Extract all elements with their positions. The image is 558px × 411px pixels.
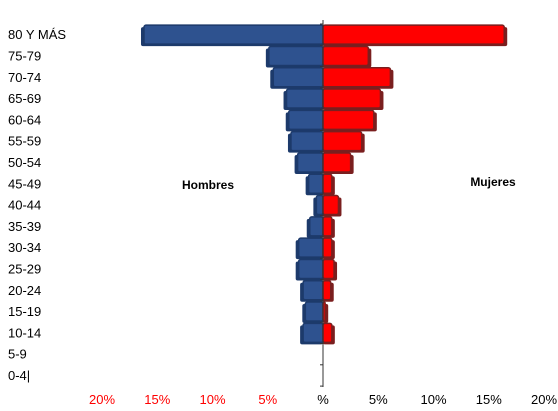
bar-hombres <box>297 237 324 258</box>
bar-hombres <box>143 24 324 45</box>
bar-mujeres <box>322 216 333 237</box>
bar-hombres <box>287 109 324 131</box>
bar-hombres <box>302 322 324 344</box>
category-label: 45-49 <box>8 176 41 191</box>
category-label: 60-64 <box>8 112 41 127</box>
bar-mujeres <box>322 130 363 152</box>
category-label: 30-34 <box>8 240 41 255</box>
x-tick-label: 15% <box>144 392 170 407</box>
bar-mujeres <box>322 24 505 45</box>
category-label: 80 Y MÁS <box>8 27 66 42</box>
category-label: 55-59 <box>8 134 41 149</box>
bar-hombres <box>304 301 324 322</box>
category-label: 75-79 <box>8 48 41 63</box>
labels-layer: 80 Y MÁS 75-79 70-74 65-69 60-64 55-59 50-54 45… <box>8 27 557 407</box>
bar-hombres <box>272 67 324 88</box>
x-tick-label: 5% <box>258 392 277 407</box>
bar-hombres <box>268 45 324 67</box>
bar-hombres <box>315 194 324 216</box>
bar-mujeres <box>322 237 333 258</box>
series-label-mujeres: Mujeres <box>470 175 516 189</box>
bar-mujeres <box>322 194 340 216</box>
bar-mujeres <box>322 173 333 194</box>
x-tick-label: 10% <box>199 392 225 407</box>
axis-layer <box>320 20 324 387</box>
category-label: 35-39 <box>8 219 41 234</box>
bar-mujeres <box>322 88 382 109</box>
bar-mujeres <box>322 322 333 344</box>
x-tick-label: 15% <box>476 392 502 407</box>
series-label-hombres: Hombres <box>182 178 234 192</box>
category-label: 0-4| <box>8 368 30 383</box>
category-label: 15-19 <box>8 304 41 319</box>
bar-mujeres <box>322 45 370 67</box>
bar-mujeres <box>322 109 375 131</box>
bar-hombres <box>307 173 324 194</box>
bar-mujeres <box>322 258 335 280</box>
bar-hombres <box>285 88 324 109</box>
x-tick-label: 20% <box>531 392 557 407</box>
category-label: 70-74 <box>8 70 41 85</box>
x-tick-label: % <box>317 392 329 407</box>
bar-hombres <box>296 152 324 173</box>
x-tick-label: 5% <box>369 392 388 407</box>
bar-mujeres <box>322 152 352 173</box>
category-label: 65-69 <box>8 91 41 106</box>
bar-hombres <box>297 258 324 280</box>
category-label: 50-54 <box>8 155 41 170</box>
x-tick-label: 20% <box>89 392 115 407</box>
category-label: 5-9 <box>8 347 27 362</box>
bar-mujeres <box>322 280 332 301</box>
bar-mujeres <box>322 67 392 88</box>
bar-hombres <box>290 130 324 152</box>
category-label: 10-14 <box>8 325 41 340</box>
bar-hombres <box>302 280 324 301</box>
category-label: 20-24 <box>8 283 41 298</box>
category-label: 40-44 <box>8 198 41 213</box>
category-label: 25-29 <box>8 261 41 276</box>
bars-layer <box>140 24 508 345</box>
bar-hombres <box>308 216 324 237</box>
x-tick-label: 10% <box>420 392 446 407</box>
